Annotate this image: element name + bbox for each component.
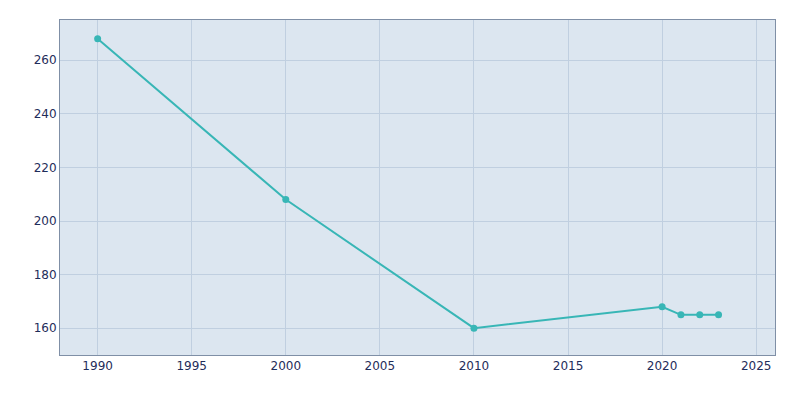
svg-text:1990: 1990 bbox=[82, 359, 113, 373]
svg-text:2010: 2010 bbox=[459, 359, 490, 373]
svg-text:240: 240 bbox=[34, 107, 57, 121]
svg-text:220: 220 bbox=[34, 161, 57, 175]
svg-text:2005: 2005 bbox=[365, 359, 396, 373]
svg-text:1995: 1995 bbox=[176, 359, 207, 373]
svg-text:260: 260 bbox=[34, 53, 57, 67]
svg-text:200: 200 bbox=[34, 214, 57, 228]
svg-text:2000: 2000 bbox=[271, 359, 302, 373]
svg-text:2015: 2015 bbox=[553, 359, 584, 373]
svg-text:2025: 2025 bbox=[741, 359, 772, 373]
svg-text:180: 180 bbox=[34, 268, 57, 282]
svg-text:160: 160 bbox=[34, 321, 57, 335]
svg-text:2020: 2020 bbox=[647, 359, 678, 373]
